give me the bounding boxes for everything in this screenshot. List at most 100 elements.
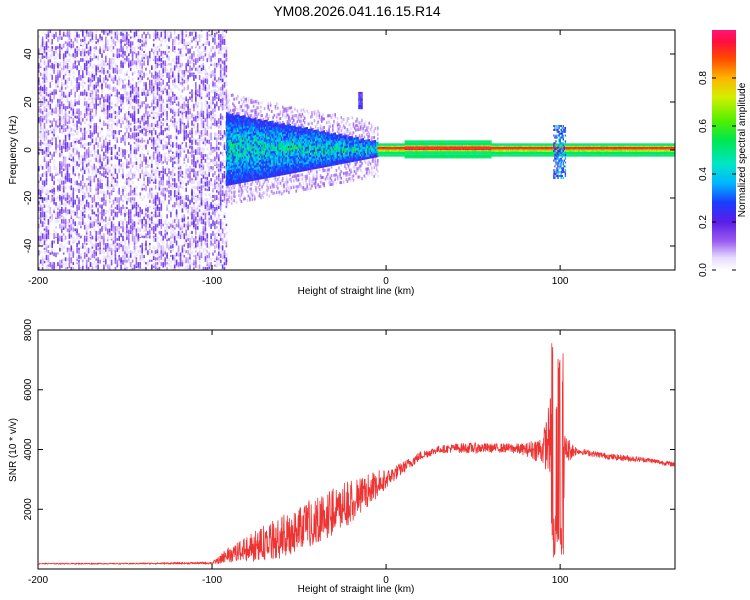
heatmap-cell xyxy=(233,112,235,116)
heatmap-cell xyxy=(219,161,222,168)
heatmap-cell xyxy=(177,113,180,117)
heatmap-cell xyxy=(70,154,73,158)
heatmap-cell xyxy=(41,135,44,139)
heatmap-cell xyxy=(105,74,107,81)
heatmap-cell xyxy=(129,209,132,213)
heatmap-cell xyxy=(235,159,238,163)
heatmap-cell xyxy=(83,48,86,52)
heatmap-cell xyxy=(166,134,168,139)
heatmap-cell xyxy=(112,58,115,61)
heatmap-cell xyxy=(64,120,67,126)
heatmap-cell xyxy=(99,182,101,189)
heatmap-cell xyxy=(170,182,172,188)
heatmap-cell xyxy=(177,108,180,113)
heatmap-cell xyxy=(78,236,81,240)
heatmap-cell xyxy=(151,122,153,128)
heatmap-cell xyxy=(70,115,73,119)
heatmap-cell xyxy=(219,77,222,81)
heatmap-cell xyxy=(227,94,229,98)
heatmap-cell xyxy=(70,106,73,111)
heatmap-cell xyxy=(191,130,193,134)
heatmap-cell xyxy=(114,240,117,244)
heatmap-cell xyxy=(177,205,180,209)
heatmap-cell xyxy=(74,221,76,226)
heatmap-cell xyxy=(228,131,230,134)
heatmap-cell xyxy=(185,228,187,234)
heatmap-cell xyxy=(106,42,109,45)
heatmap-cell xyxy=(64,115,67,120)
heatmap-cell xyxy=(131,190,134,194)
heatmap-cell xyxy=(59,127,61,133)
heatmap-cell xyxy=(129,202,132,206)
heatmap-cell xyxy=(166,161,168,165)
heatmap-cell xyxy=(78,199,80,204)
heatmap-cell xyxy=(101,90,104,93)
heatmap-cell xyxy=(168,102,171,105)
heatmap-cell xyxy=(152,114,155,117)
heatmap-cell xyxy=(228,98,230,102)
heatmap-cell xyxy=(82,242,84,246)
heatmap-cell xyxy=(156,236,159,240)
heatmap-cell xyxy=(177,48,180,51)
heatmap-cell xyxy=(106,103,109,110)
heatmap-cell xyxy=(110,233,113,236)
heatmap-cell xyxy=(156,192,159,197)
heatmap-cell xyxy=(122,267,125,270)
heatmap-cell xyxy=(45,41,48,46)
heatmap-cell xyxy=(68,154,71,158)
heatmap-cell xyxy=(223,53,226,58)
heatmap-cell xyxy=(49,168,52,174)
heatmap-cell xyxy=(236,166,239,169)
heatmap-cell xyxy=(131,265,134,269)
heatmap-cell xyxy=(55,252,57,258)
heatmap-cell xyxy=(59,259,61,266)
heatmap-cell xyxy=(89,255,92,259)
heatmap-cell xyxy=(226,101,228,105)
heatmap-cell xyxy=(196,265,199,269)
heatmap-cell xyxy=(43,67,46,71)
heatmap-cell xyxy=(210,158,212,163)
heatmap-cell xyxy=(227,170,229,173)
heatmap-cell xyxy=(62,158,65,165)
heatmap-cell xyxy=(89,185,92,192)
heatmap-cell xyxy=(45,98,48,102)
heatmap-cell xyxy=(87,70,90,74)
heatmap-cell xyxy=(43,228,46,231)
heatmap-cell xyxy=(160,170,163,173)
heatmap-cell xyxy=(110,204,113,208)
heatmap-cell xyxy=(108,72,111,76)
heatmap-cell xyxy=(183,233,186,240)
heatmap-cell xyxy=(212,108,214,114)
heatmap-cell xyxy=(74,53,76,58)
heatmap-cell xyxy=(233,190,235,194)
heatmap-cell xyxy=(105,63,107,67)
heatmap-cell xyxy=(158,197,161,202)
heatmap-cell xyxy=(156,98,159,105)
heatmap-cell xyxy=(210,235,212,240)
heatmap-cell xyxy=(212,206,214,213)
heatmap-cell xyxy=(218,175,220,182)
heatmap-cell xyxy=(38,198,40,201)
heatmap-cell xyxy=(196,127,199,133)
heatmap-cell xyxy=(57,118,60,122)
heatmap-cell xyxy=(97,55,99,61)
heatmap-cell xyxy=(236,146,239,150)
heatmap-cell xyxy=(218,156,220,162)
heatmap-cell xyxy=(230,197,233,201)
heatmap-cell xyxy=(179,224,182,228)
heatmap-cell xyxy=(145,91,147,96)
heatmap-cell xyxy=(227,129,229,132)
heatmap-cell xyxy=(51,122,53,127)
heatmap-cell xyxy=(210,169,213,173)
heatmap-cell xyxy=(235,153,238,156)
heatmap-cell xyxy=(120,137,122,143)
heatmap-cell xyxy=(193,62,195,67)
heatmap-cell xyxy=(189,266,191,270)
heatmap-cell xyxy=(131,78,134,81)
heatmap-cell xyxy=(141,252,143,258)
heatmap-cell xyxy=(191,197,193,203)
heatmap-cell xyxy=(43,147,46,151)
heatmap-cell xyxy=(210,70,213,74)
heatmap-cell xyxy=(59,103,61,110)
heatmap-cell xyxy=(193,194,195,200)
